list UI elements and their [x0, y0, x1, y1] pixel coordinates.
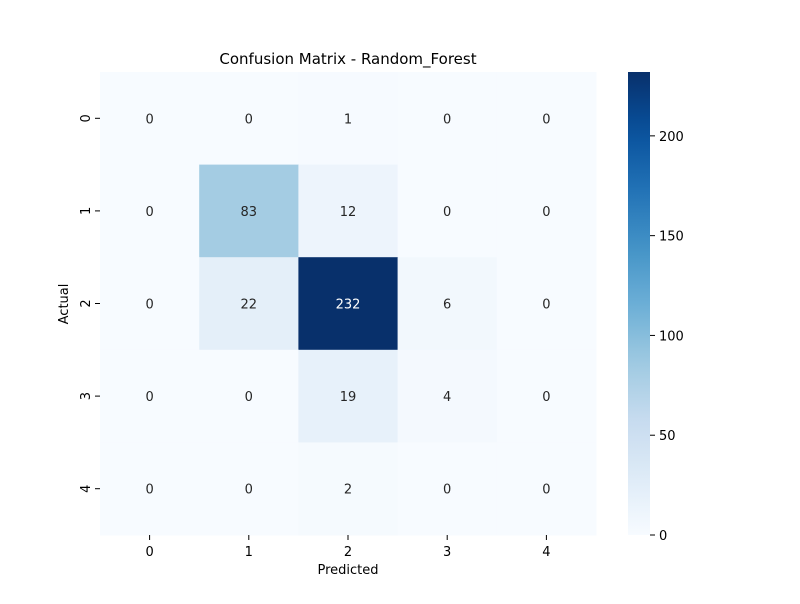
cell-value-label: 0: [542, 298, 550, 313]
heatmap-cell: [199, 257, 299, 351]
heatmap-cell: [100, 442, 200, 536]
heatmap-cell: [496, 349, 597, 443]
colorbar-tick-label: 50: [659, 429, 676, 444]
heatmap-cell: [397, 349, 498, 443]
heatmap-cell: [199, 164, 299, 258]
cell-value-label: 0: [542, 205, 550, 220]
cell-value-label: 12: [340, 205, 357, 220]
cell-value-label: 0: [145, 483, 153, 498]
heatmap-cell: [100, 164, 200, 258]
cell-value-label: 232: [336, 298, 361, 313]
cell-value-label: 4: [443, 390, 451, 405]
cell-value-label: 83: [241, 205, 258, 220]
cell-value-label: 2: [344, 483, 352, 498]
cell-value-label: 0: [245, 390, 253, 405]
cell-value-label: 0: [145, 298, 153, 313]
cell-value-label: 6: [443, 298, 451, 313]
colorbar-axis: 0 50 100 150 200: [650, 130, 684, 544]
cell-value-label: 0: [443, 112, 451, 127]
heatmap-cell: [100, 349, 200, 443]
heatmap-cell: [397, 442, 498, 536]
cell-value-label: 0: [145, 112, 153, 127]
y-axis: 0 1 2 3 4: [79, 114, 100, 493]
chart-title: Confusion Matrix - Random_Forest: [219, 50, 476, 69]
cell-value-label: 19: [340, 390, 357, 405]
cell-value-label: 0: [245, 483, 253, 498]
x-tick-label: 4: [542, 545, 550, 560]
heatmap-cell: [100, 257, 200, 351]
cell-value-label: 0: [145, 205, 153, 220]
x-tick-label: 3: [443, 545, 451, 560]
y-axis-label: Actual: [57, 284, 72, 325]
cell-value-label: 0: [542, 483, 550, 498]
cell-value-label: 0: [542, 112, 550, 127]
y-tick-label: 4: [79, 485, 94, 493]
x-tick-label: 2: [344, 545, 352, 560]
heatmap-cell: [199, 72, 299, 166]
heatmap-cell: [397, 257, 498, 351]
heatmap-cell: [496, 164, 597, 258]
y-tick-label: 2: [79, 299, 94, 307]
x-tick-label: 0: [145, 545, 153, 560]
heatmap-cell: [496, 442, 597, 536]
y-tick-label: 3: [79, 392, 94, 400]
cell-value-label: 0: [443, 483, 451, 498]
heatmap-cells: [100, 72, 597, 536]
x-tick-label: 1: [245, 545, 253, 560]
y-tick-label: 0: [79, 114, 94, 122]
heatmap-cell: [298, 442, 399, 536]
colorbar-tick-label: 100: [659, 329, 684, 344]
cell-value-label: 22: [241, 298, 258, 313]
colorbar-tick-label: 200: [659, 130, 684, 145]
cell-value-label: 0: [542, 390, 550, 405]
heatmap-cell: [298, 349, 399, 443]
heatmap-cell: [199, 442, 299, 536]
cell-annotations: 0 0 1 0 0 0 83 12 0 0 0 22 232 6 0 0 0 19 4 0 0 0 2 0 0: [145, 112, 550, 497]
colorbar-tick-label: 0: [659, 529, 667, 544]
heatmap-cell: [397, 72, 498, 166]
cell-value-label: 1: [344, 112, 352, 127]
cell-value-label: 0: [443, 205, 451, 220]
heatmap-cell: [496, 72, 597, 166]
x-axis: 0 1 2 3 4: [145, 535, 551, 560]
heatmap-cell: [199, 349, 299, 443]
heatmap-cell: [298, 257, 399, 351]
heatmap-cell: [397, 164, 498, 258]
heatmap-cell: [298, 164, 399, 258]
y-tick-label: 1: [79, 207, 94, 215]
x-axis-label: Predicted: [317, 563, 378, 578]
heatmap-cell: [100, 72, 200, 166]
heatmap-cell: [496, 257, 597, 351]
colorbar: [628, 72, 650, 535]
heatmap-cell: [298, 72, 399, 166]
cell-value-label: 0: [145, 390, 153, 405]
cell-value-label: 0: [245, 112, 253, 127]
colorbar-tick-label: 150: [659, 230, 684, 245]
